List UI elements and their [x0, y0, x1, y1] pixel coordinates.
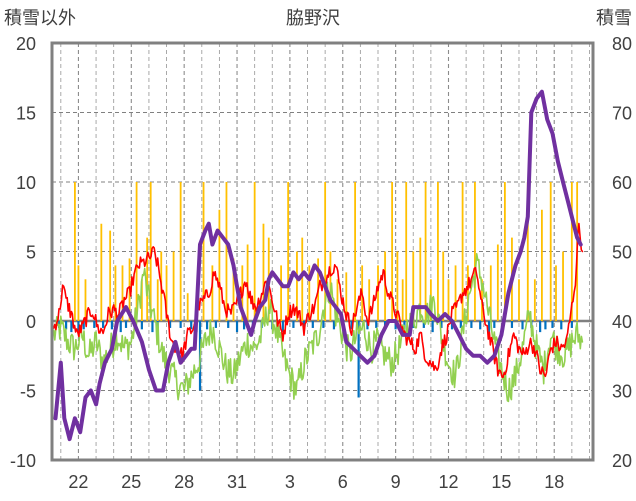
x-tick-label: 25: [121, 472, 141, 492]
right-tick-label: 70: [612, 104, 632, 124]
x-tick-label: 22: [68, 472, 88, 492]
right-tick-label: 80: [612, 34, 632, 54]
right-tick-label: 40: [612, 312, 632, 332]
left-tick-label: -10: [10, 451, 36, 471]
x-tick-label: 31: [227, 472, 247, 492]
x-tick-label: 15: [491, 472, 511, 492]
left-tick-label: 20: [16, 34, 36, 54]
chart-title: 脇野沢: [286, 8, 340, 29]
x-tick-label: 3: [285, 472, 295, 492]
right-axis-title: 積雪: [596, 8, 632, 29]
left-tick-label: 10: [16, 173, 36, 193]
green-series-line: [53, 253, 584, 403]
x-tick-label: 28: [174, 472, 194, 492]
x-tick-label: 18: [544, 472, 564, 492]
left-tick-label: 5: [26, 243, 36, 263]
x-tick-label: 6: [338, 472, 348, 492]
left-tick-label: 15: [16, 104, 36, 124]
right-tick-label: 30: [612, 382, 632, 402]
left-tick-label: 0: [26, 312, 36, 332]
right-tick-label: 20: [612, 451, 632, 471]
x-tick-label: 9: [391, 472, 401, 492]
plot-frame: [50, 41, 595, 462]
left-axis-title: 積雪以外: [4, 8, 76, 29]
left-tick-label: -5: [20, 382, 36, 402]
snow-depth-line: [53, 89, 583, 442]
right-tick-label: 50: [612, 243, 632, 263]
x-tick-label: 12: [438, 472, 458, 492]
right-tick-label: 60: [612, 173, 632, 193]
lines-layer: [53, 89, 584, 442]
